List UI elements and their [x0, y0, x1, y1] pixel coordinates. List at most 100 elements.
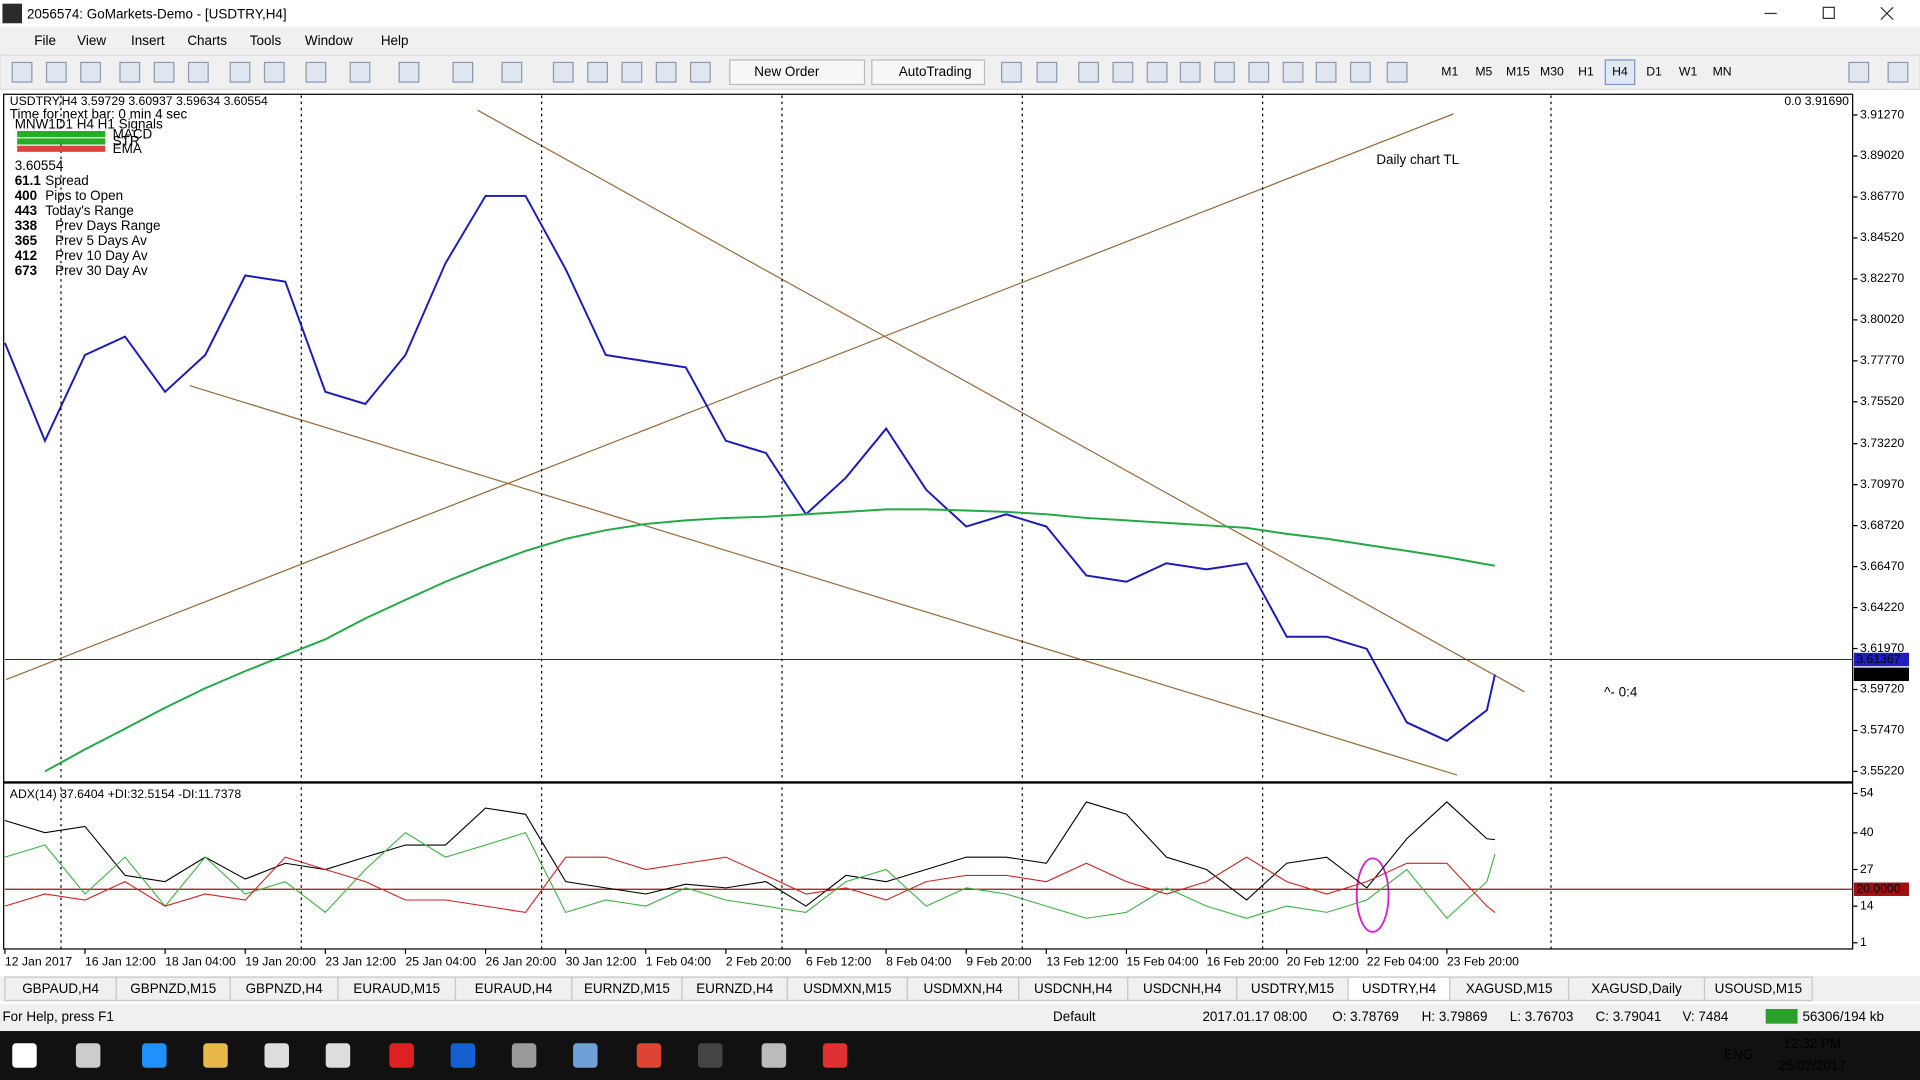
- toolbar-icon[interactable]: [11, 61, 33, 83]
- menu-item[interactable]: Help: [381, 33, 409, 48]
- toolbar-icon[interactable]: [621, 61, 643, 83]
- toolbar-icon[interactable]: [1386, 61, 1408, 83]
- button[interactable]: [729, 59, 866, 86]
- toolbar-icon[interactable]: [1848, 61, 1870, 83]
- tab-label[interactable]: XAGUSD,M15: [1466, 981, 1553, 996]
- toolbar-icon[interactable]: [690, 61, 711, 83]
- taskbar-icon[interactable]: [325, 1043, 351, 1068]
- toolbar-icon[interactable]: [1112, 61, 1134, 83]
- x-tick-label: 23 Feb 20:00: [1447, 955, 1519, 969]
- x-tick-label: 19 Jan 20:00: [245, 955, 316, 969]
- window-controls[interactable]: [1764, 6, 1894, 21]
- tab-label[interactable]: EURNZD,H4: [696, 981, 774, 996]
- symbol-header: USDTRY,H4 3.59729 3.60937 3.59634 3.6055…: [10, 94, 268, 108]
- taskbar-icon[interactable]: [264, 1043, 289, 1068]
- toolbar-icon[interactable]: [1315, 61, 1337, 83]
- toolbar-icon[interactable]: [587, 61, 608, 83]
- toolbar-icon[interactable]: [452, 61, 474, 83]
- timeframe[interactable]: MN: [1713, 64, 1732, 78]
- button-label[interactable]: AutoTrading: [899, 64, 972, 79]
- x-tick-label: 2 Feb 20:00: [726, 955, 791, 969]
- toolbar-icon[interactable]: [187, 61, 209, 83]
- toolbar-icon[interactable]: [1248, 61, 1270, 83]
- chart-window: [0, 91, 1920, 974]
- tab-label[interactable]: EURAUD,M15: [353, 981, 440, 996]
- toolbar-icon[interactable]: [1078, 61, 1099, 83]
- tab-label[interactable]: GBPNZD,H4: [246, 981, 324, 996]
- toolbar-icon[interactable]: [552, 61, 574, 83]
- timeframe[interactable]: M5: [1475, 64, 1492, 78]
- toolbar-icon[interactable]: [501, 61, 523, 83]
- y-tick-label: 3.89020: [1860, 148, 1904, 162]
- taskbar-icon[interactable]: [636, 1043, 662, 1068]
- timeframe[interactable]: W1: [1679, 64, 1698, 78]
- toolbar-icon[interactable]: [153, 61, 175, 83]
- taskbar-icon[interactable]: [203, 1043, 228, 1068]
- corner-value: 0.0 3.91690: [1784, 94, 1849, 108]
- y-tick-label: 3.68720: [1860, 518, 1904, 532]
- tab-label[interactable]: EURAUD,H4: [475, 981, 553, 996]
- button[interactable]: [871, 59, 986, 86]
- tab-label[interactable]: EURNZD,M15: [584, 981, 670, 996]
- taskbar-icon[interactable]: [450, 1043, 476, 1068]
- y-tick-label: 3.80020: [1860, 312, 1904, 326]
- tab-label[interactable]: USOUSD,M15: [1715, 981, 1802, 996]
- toolbar-icon[interactable]: [1001, 61, 1022, 83]
- toolbar-icon[interactable]: [229, 61, 251, 83]
- taskbar-icon[interactable]: [761, 1043, 787, 1068]
- x-tick-label: 9 Feb 20:00: [966, 955, 1031, 969]
- tab-label[interactable]: GBPAUD,H4: [22, 981, 99, 996]
- toolbar-icon[interactable]: [655, 61, 677, 83]
- toolbar-icon[interactable]: [80, 61, 102, 83]
- toolbar-icon[interactable]: [1887, 61, 1909, 83]
- menu-item[interactable]: Window: [305, 33, 353, 48]
- toolbar-icon[interactable]: [1350, 61, 1371, 83]
- tab-label[interactable]: USDCNH,H4: [1143, 981, 1222, 996]
- tab-label[interactable]: GBPNZD,M15: [130, 981, 216, 996]
- taskbar-icon[interactable]: [389, 1043, 414, 1068]
- menu-item[interactable]: Charts: [187, 33, 227, 48]
- toolbar-icon[interactable]: [45, 61, 67, 83]
- y-tick-label: 3.77770: [1860, 353, 1904, 367]
- active-timeframe: [1604, 59, 1636, 86]
- menu-item[interactable]: Insert: [131, 33, 165, 48]
- taskbar: [0, 1031, 1920, 1080]
- tab-label[interactable]: USDCNH,H4: [1034, 981, 1113, 996]
- toolbar-icon[interactable]: [305, 61, 327, 83]
- taskbar-icon[interactable]: [75, 1043, 101, 1068]
- taskbar-icon[interactable]: [697, 1043, 723, 1068]
- tab-label[interactable]: USDMXN,H4: [923, 981, 1003, 996]
- toolbar-icon[interactable]: [1036, 61, 1058, 83]
- timeframe[interactable]: D1: [1646, 64, 1662, 78]
- toolbar-icon[interactable]: [1282, 61, 1304, 83]
- timeframe[interactable]: M15: [1506, 64, 1530, 78]
- status-item: O: 3.78769: [1332, 1009, 1399, 1024]
- timeframe[interactable]: M1: [1441, 64, 1458, 78]
- timeframe[interactable]: M30: [1540, 64, 1564, 78]
- timeframe[interactable]: H1: [1578, 64, 1594, 78]
- x-tick-label: 12 Jan 2017: [5, 955, 73, 969]
- toolbar-icon[interactable]: [263, 61, 285, 83]
- toolbar-icon[interactable]: [398, 61, 420, 83]
- toolbar-icon[interactable]: [1179, 61, 1201, 83]
- toolbar-icon[interactable]: [349, 61, 371, 83]
- toolbar-icon[interactable]: [1214, 61, 1235, 83]
- menu-item[interactable]: Tools: [250, 33, 282, 48]
- tab[interactable]: [1703, 976, 1813, 1002]
- taskbar-icon[interactable]: [12, 1043, 37, 1068]
- toolbar-icon[interactable]: [1146, 61, 1168, 83]
- tab-label[interactable]: USDMXN,M15: [803, 981, 891, 996]
- taskbar-icon[interactable]: [142, 1043, 167, 1068]
- taskbar-icon[interactable]: [511, 1043, 537, 1068]
- button-label[interactable]: New Order: [754, 64, 820, 79]
- toolbar-icon[interactable]: [119, 61, 141, 83]
- timeframe[interactable]: H4: [1612, 64, 1628, 78]
- tab-label[interactable]: XAGUSD,Daily: [1591, 981, 1682, 996]
- tab-label[interactable]: USDTRY,H4: [1362, 981, 1437, 996]
- y-tick-label: 3.57470: [1860, 723, 1904, 737]
- menu-item[interactable]: View: [77, 33, 106, 48]
- taskbar-icon[interactable]: [822, 1043, 848, 1068]
- menu-item[interactable]: File: [34, 33, 56, 48]
- taskbar-icon[interactable]: [573, 1043, 598, 1068]
- tab-label[interactable]: USDTRY,M15: [1251, 981, 1334, 996]
